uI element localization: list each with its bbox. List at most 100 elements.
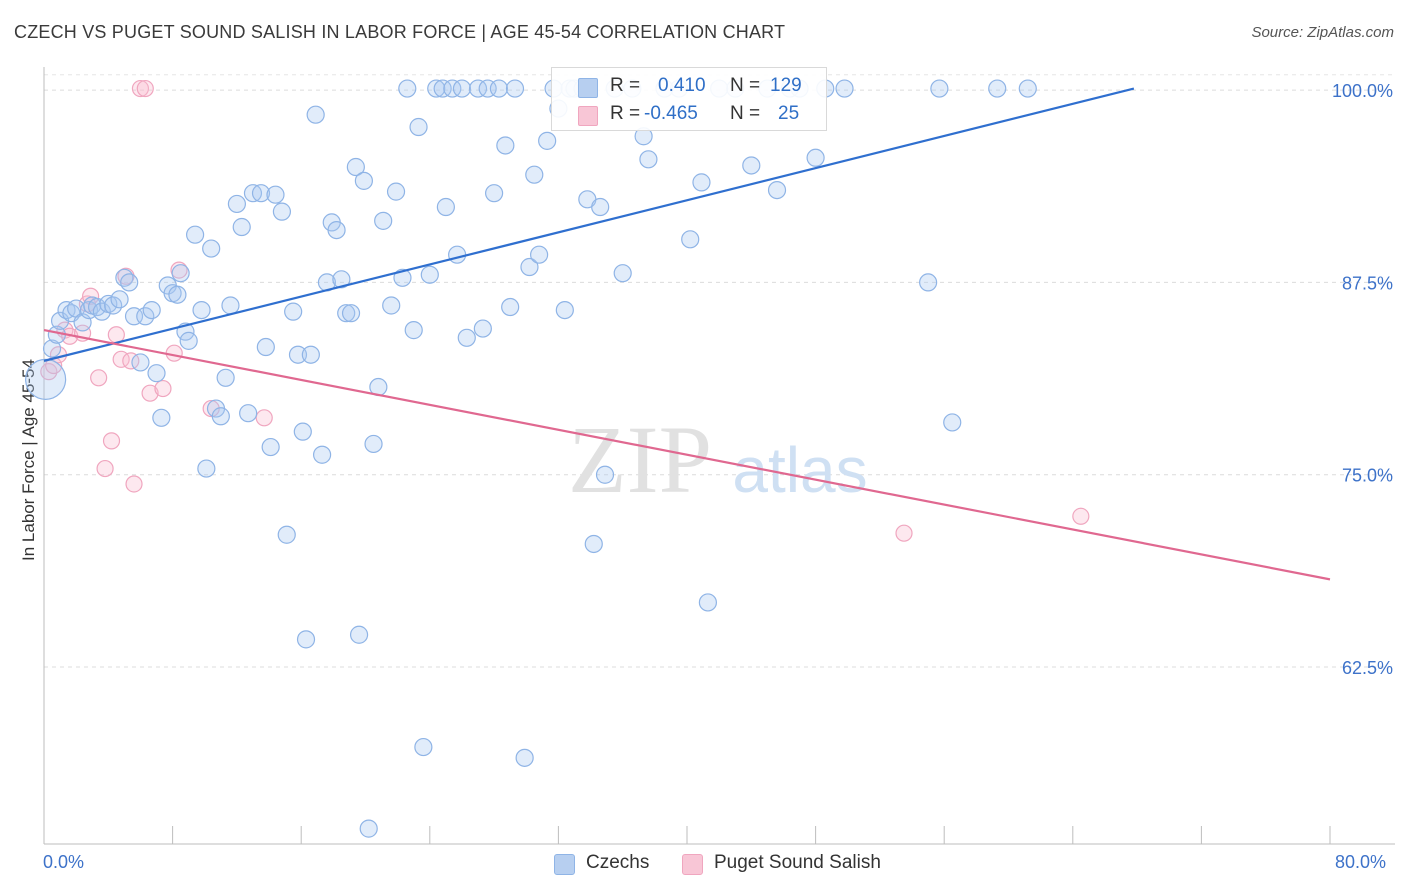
czech-point xyxy=(448,245,467,264)
czechs-legend-label: Czechs xyxy=(586,852,650,873)
r-label: R = xyxy=(610,103,641,124)
salish-point xyxy=(117,267,135,285)
salish-point xyxy=(202,399,220,418)
czech-point xyxy=(179,331,198,350)
czech-point xyxy=(216,368,235,387)
czech-point xyxy=(197,459,216,478)
czech-point xyxy=(698,593,717,612)
czech-point xyxy=(293,422,312,441)
czech-point xyxy=(364,434,383,454)
y-tick-label: 75.0% xyxy=(1342,466,1393,486)
legend-row-salish: R = -0.465 N = 25 xyxy=(552,99,826,129)
salish-point xyxy=(96,459,114,478)
czech-point xyxy=(42,339,62,358)
czech-point xyxy=(485,184,504,203)
x-tick-label-min: 0.0% xyxy=(43,852,85,872)
czech-point xyxy=(374,211,393,230)
czech-trend-line xyxy=(43,87,1135,362)
czech-point xyxy=(386,182,406,201)
czech-point xyxy=(538,131,557,150)
czech-point xyxy=(398,79,417,98)
czech-point xyxy=(443,79,462,98)
czech-point xyxy=(943,413,962,432)
czech-point xyxy=(515,748,534,767)
czech-point xyxy=(221,296,240,315)
czech-point xyxy=(354,171,373,190)
source-label[interactable]: Source: ZipAtlas.com xyxy=(1251,24,1394,41)
czech-point xyxy=(312,445,332,464)
czech-point xyxy=(152,408,171,427)
salish-point xyxy=(131,79,150,98)
czech-point xyxy=(131,353,150,372)
czech-point xyxy=(489,79,509,98)
czech-point xyxy=(349,625,369,644)
czech-point xyxy=(186,225,205,244)
czech-point xyxy=(261,437,280,457)
czech-point xyxy=(767,180,787,200)
czech-point xyxy=(341,304,361,323)
n-value: 129 xyxy=(770,75,802,96)
czech-point xyxy=(147,364,166,383)
r-value: 0.410 xyxy=(658,75,706,96)
czech-point xyxy=(525,165,544,184)
czechs-legend-swatch xyxy=(554,854,575,875)
czech-point xyxy=(256,337,275,357)
czech-point xyxy=(530,245,549,264)
czech-point xyxy=(192,301,211,320)
x-tick-label-max: 80.0% xyxy=(1335,852,1387,872)
salish-point xyxy=(895,524,913,542)
czech-point xyxy=(251,184,271,203)
salish-points xyxy=(40,79,1090,542)
czech-point xyxy=(835,79,854,98)
czech-point xyxy=(272,202,292,221)
legend-row-czechs: R = 0.410 N = 129 xyxy=(552,71,826,101)
czech-point xyxy=(520,257,539,277)
czech-point xyxy=(457,328,476,347)
salish-point xyxy=(141,384,159,402)
czech-point xyxy=(427,79,446,98)
y-tick-label: 87.5% xyxy=(1342,273,1393,293)
y-tick-label: 62.5% xyxy=(1342,658,1393,678)
salish-point xyxy=(154,379,172,398)
stats-legend: R = 0.410 N = 129 R = -0.465 N = 25 xyxy=(551,67,827,131)
czech-point xyxy=(359,819,378,838)
y-tick-label: 100.0% xyxy=(1332,81,1393,101)
czech-point xyxy=(420,265,439,284)
czech-point xyxy=(742,156,761,175)
czech-point xyxy=(591,197,610,217)
salish-swatch xyxy=(578,106,598,126)
czech-point xyxy=(409,117,428,137)
czech-point xyxy=(681,230,700,249)
czech-point xyxy=(393,268,412,287)
salish-point xyxy=(136,79,154,98)
czech-point xyxy=(496,136,515,155)
czech-point xyxy=(1018,79,1037,98)
watermark: ZIP atlas xyxy=(568,406,868,513)
salish-point xyxy=(90,369,108,387)
czech-point xyxy=(337,304,356,323)
czech-point xyxy=(202,239,221,258)
czech-point xyxy=(555,301,574,320)
czech-point xyxy=(227,194,246,214)
czech-point xyxy=(584,534,603,554)
czech-point xyxy=(468,79,488,98)
axes xyxy=(43,67,1395,845)
czech-point xyxy=(382,296,401,315)
czech-point xyxy=(473,319,492,338)
czech-point xyxy=(505,79,525,98)
salish-point xyxy=(1072,507,1090,525)
czech-point xyxy=(239,404,258,423)
czech-points xyxy=(25,79,1037,838)
czech-point xyxy=(142,301,161,320)
czech-point xyxy=(692,173,711,192)
czech-point xyxy=(404,321,423,340)
salish-legend-label: Puget Sound Salish xyxy=(714,852,881,873)
czech-point xyxy=(414,737,433,757)
chart-title: CZECH VS PUGET SOUND SALISH IN LABOR FOR… xyxy=(14,22,786,42)
czech-point xyxy=(595,465,615,484)
salish-trend-line xyxy=(43,329,1331,581)
czech-point xyxy=(639,150,658,169)
czech-point xyxy=(306,105,325,124)
czech-point xyxy=(25,358,67,400)
